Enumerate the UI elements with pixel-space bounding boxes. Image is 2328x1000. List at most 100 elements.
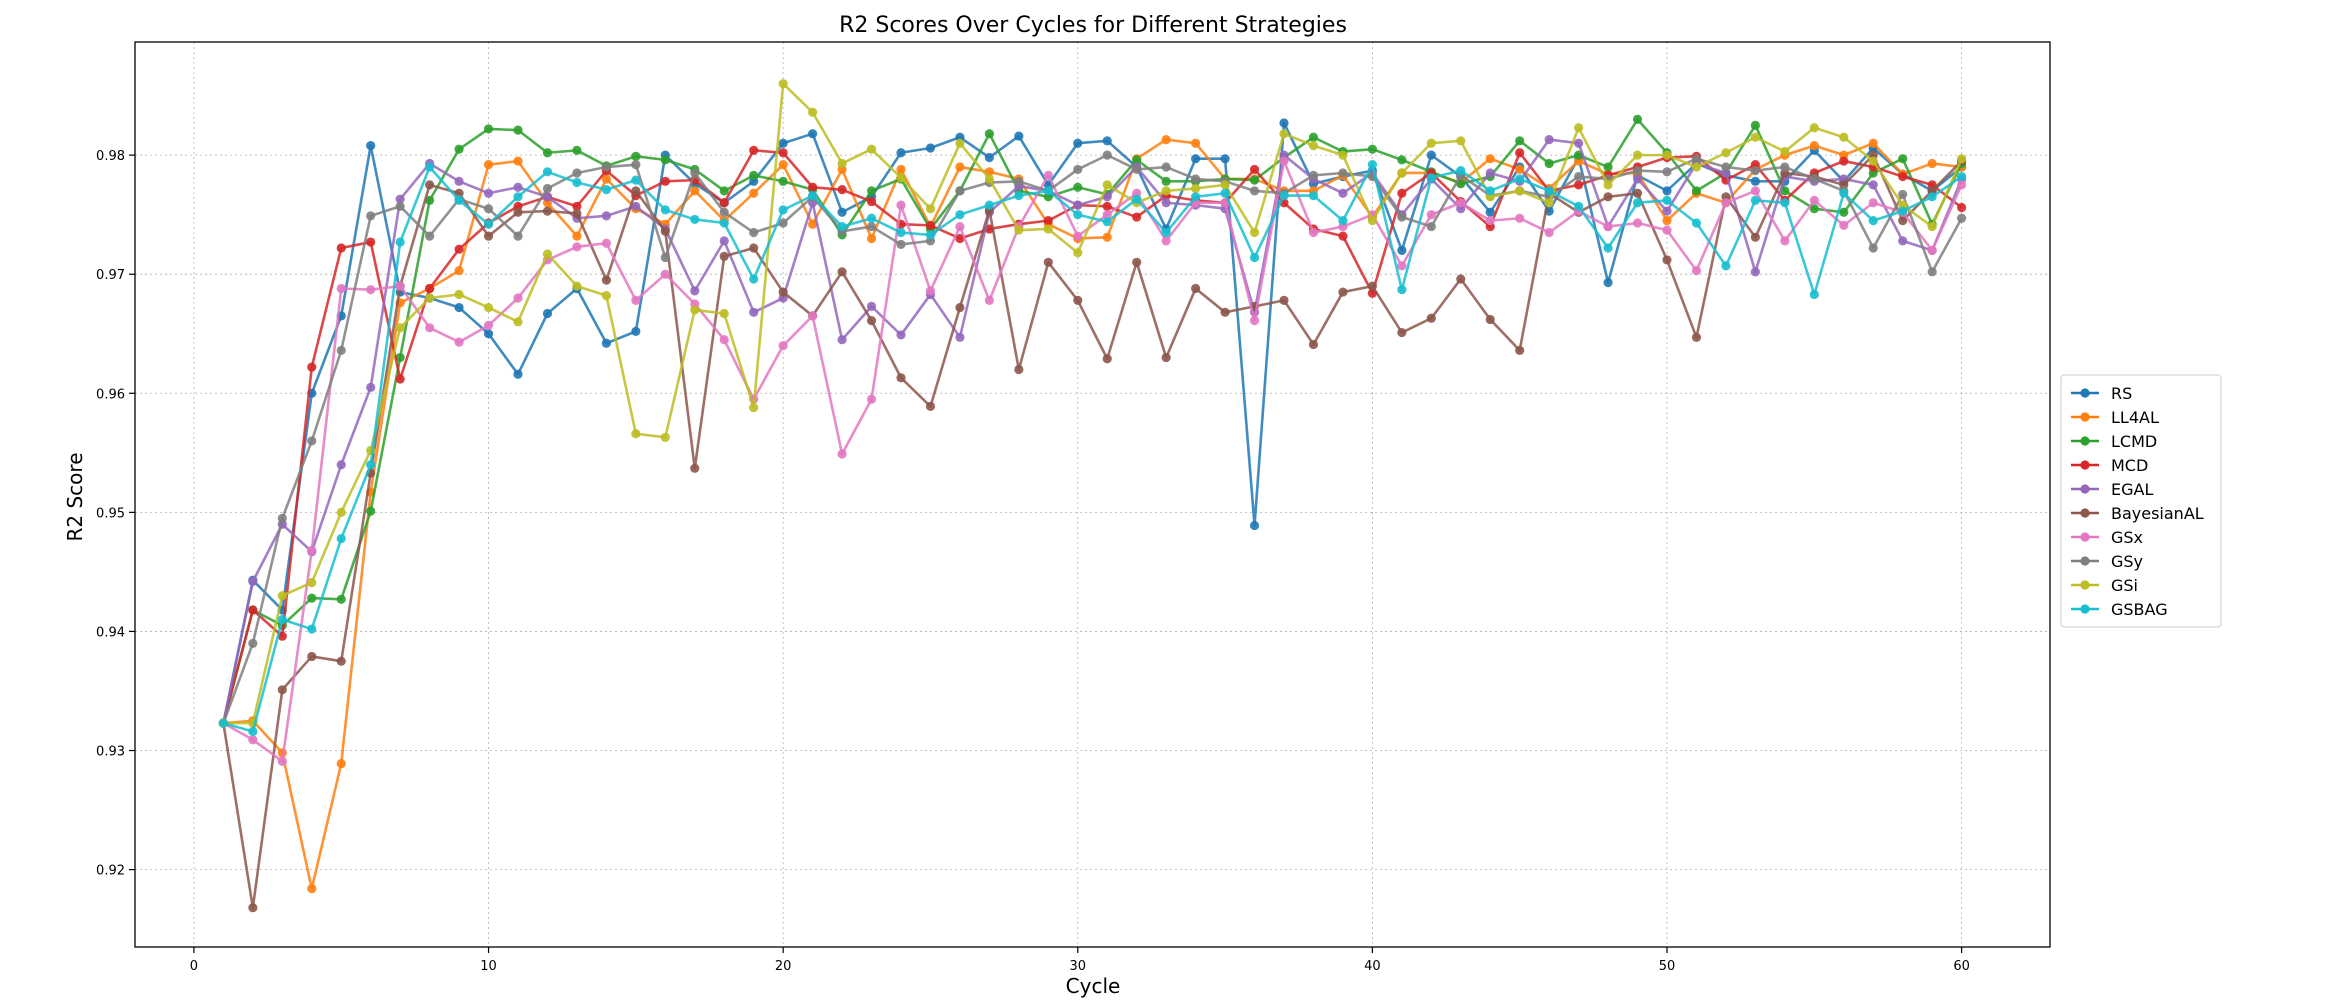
- legend-label: GSy: [2111, 552, 2143, 571]
- legend-marker: [2080, 388, 2090, 398]
- data-point: [1750, 166, 1760, 176]
- data-point: [1839, 207, 1849, 217]
- data-point: [1102, 192, 1112, 202]
- data-point: [631, 151, 641, 161]
- data-point: [1868, 216, 1878, 226]
- data-point: [366, 140, 376, 151]
- data-point: [336, 345, 346, 356]
- data-point: [1191, 192, 1201, 202]
- data-point: [631, 326, 641, 336]
- data-point: [925, 286, 936, 296]
- data-point: [1632, 198, 1643, 208]
- x-tick-label: 30: [1069, 959, 1086, 974]
- data-point: [1338, 216, 1348, 226]
- data-point: [425, 195, 435, 205]
- plot-frame: [134, 41, 2051, 948]
- data-point: [1161, 186, 1171, 196]
- data-point: [984, 295, 994, 306]
- data-point: [1632, 114, 1643, 125]
- data-point: [1073, 182, 1083, 192]
- legend-label: EGAL: [2111, 480, 2153, 499]
- data-point: [1515, 164, 1525, 175]
- data-point: [572, 231, 582, 241]
- data-point: [336, 460, 346, 470]
- data-point: [483, 302, 494, 313]
- data-point: [1397, 261, 1407, 271]
- data-point: [749, 145, 759, 155]
- data-point: [1780, 186, 1790, 196]
- data-point: [1574, 201, 1584, 211]
- data-point: [248, 576, 258, 587]
- data-point: [1868, 138, 1878, 148]
- data-point: [1338, 150, 1348, 160]
- data-point: [631, 160, 641, 170]
- data-point: [1043, 224, 1053, 234]
- data-point: [1485, 186, 1495, 196]
- data-point: [1456, 166, 1466, 176]
- data-point: [660, 252, 670, 263]
- data-point: [1721, 261, 1731, 271]
- data-point: [1691, 162, 1702, 172]
- data-point: [483, 160, 494, 170]
- data-point: [366, 211, 376, 221]
- data-point: [1161, 162, 1171, 172]
- data-point: [248, 735, 258, 745]
- data-point: [866, 196, 877, 207]
- data-point: [808, 219, 818, 229]
- data-point: [336, 533, 346, 544]
- data-point: [1632, 150, 1643, 160]
- data-point: [1456, 136, 1466, 146]
- data-point: [1397, 245, 1407, 255]
- data-point: [1043, 257, 1053, 267]
- data-point: [1603, 243, 1613, 253]
- data-point: [1308, 227, 1319, 238]
- data-point: [955, 221, 965, 232]
- data-point: [1102, 210, 1112, 220]
- legend-marker: [2080, 580, 2090, 590]
- data-point: [1308, 191, 1319, 201]
- data-point: [925, 401, 936, 411]
- data-point: [513, 182, 523, 192]
- data-point: [425, 283, 435, 294]
- data-point: [513, 369, 523, 379]
- data-point: [660, 155, 670, 165]
- data-point: [395, 281, 405, 291]
- data-point: [925, 220, 936, 230]
- data-point: [896, 330, 906, 340]
- data-point: [1515, 345, 1525, 356]
- data-point: [1191, 154, 1201, 164]
- data-point: [425, 323, 435, 333]
- data-point: [660, 226, 670, 236]
- data-point: [866, 186, 877, 196]
- data-point: [572, 201, 582, 211]
- data-point: [1780, 236, 1790, 246]
- x-tick-label: 10: [480, 959, 497, 974]
- data-point: [896, 239, 906, 250]
- data-point: [866, 316, 877, 326]
- data-point: [719, 236, 729, 246]
- data-point: [277, 756, 287, 766]
- legend-label: GSi: [2111, 576, 2138, 595]
- data-point: [955, 302, 965, 313]
- data-point: [866, 213, 877, 223]
- data-point: [660, 205, 670, 215]
- data-point: [1161, 135, 1171, 145]
- data-point: [1750, 195, 1760, 205]
- data-point: [1809, 204, 1819, 214]
- data-point: [454, 195, 464, 205]
- data-point: [749, 402, 759, 413]
- data-point: [1898, 206, 1908, 216]
- data-point: [1014, 364, 1024, 375]
- chart-title: R2 Scores Over Cycles for Different Stra…: [839, 13, 1347, 38]
- data-point: [719, 308, 729, 319]
- data-point: [1397, 155, 1407, 165]
- data-point: [1308, 339, 1319, 350]
- data-point: [336, 594, 346, 604]
- data-point: [1662, 195, 1672, 205]
- data-point: [1957, 154, 1967, 164]
- data-point: [1927, 192, 1937, 202]
- data-point: [1515, 174, 1525, 184]
- series-line: [222, 118, 1963, 724]
- data-point: [601, 238, 611, 248]
